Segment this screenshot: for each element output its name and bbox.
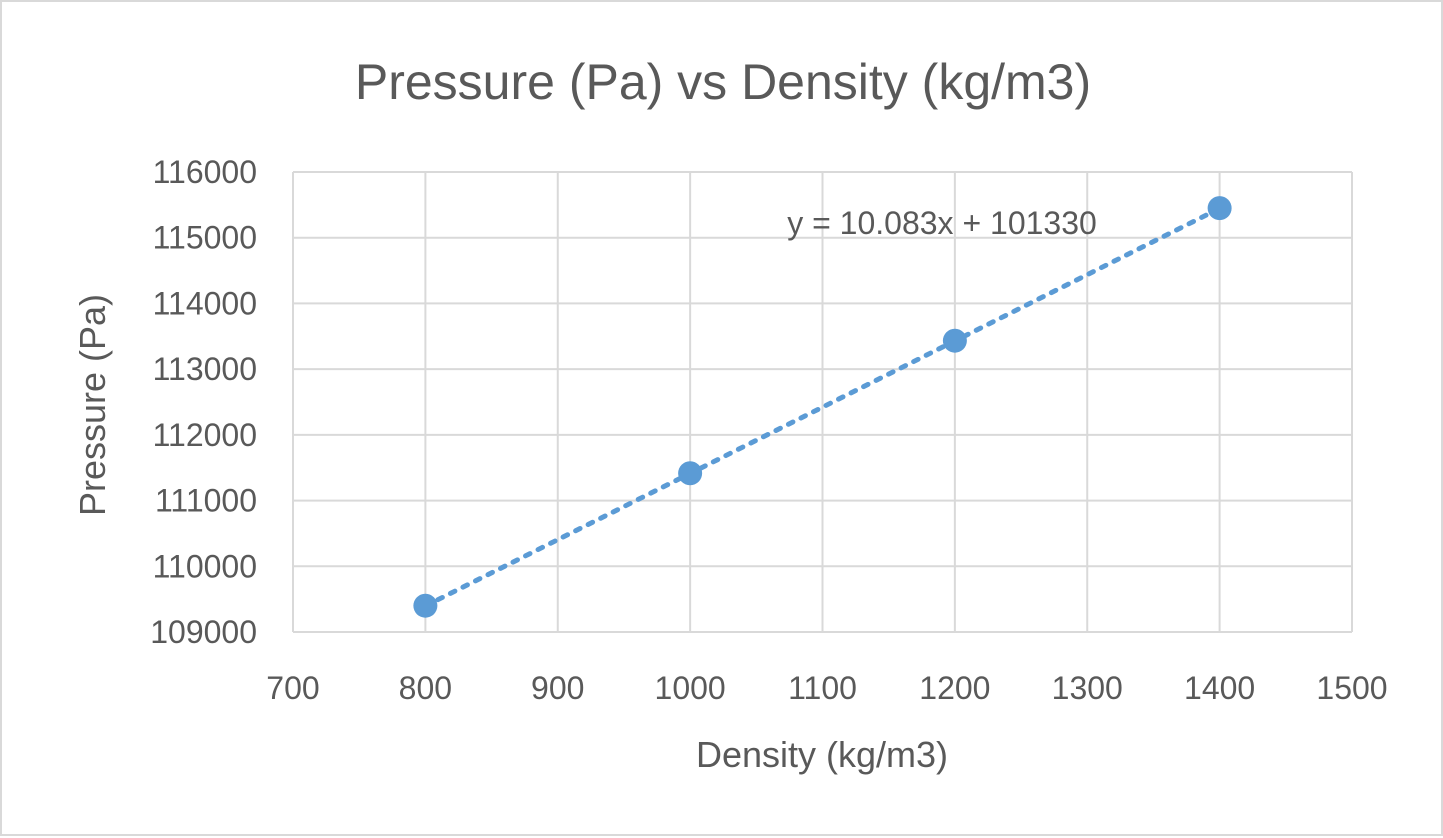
tick-labels: 700 800 900 1000 1100 1200 1300 1400 1500 109000 1…	[150, 154, 1387, 706]
data-point	[942, 328, 967, 353]
trendline-layer	[422, 205, 1223, 609]
y-tick-label: 114000	[153, 285, 257, 321]
x-tick-label: 1000	[655, 670, 726, 706]
x-tick-label: 900	[531, 670, 584, 706]
y-tick-label: 112000	[153, 417, 257, 453]
y-tick-label: 116000	[153, 154, 257, 190]
trendline	[422, 205, 1223, 609]
y-tick-label: 113000	[153, 351, 257, 387]
x-tick-label: 700	[266, 670, 319, 706]
y-tick-label: 110000	[153, 548, 257, 584]
y-axis-title: Pressure (Pa)	[72, 294, 113, 516]
x-tick-label: 1300	[1052, 670, 1123, 706]
x-tick-label: 800	[399, 670, 452, 706]
data-points	[413, 196, 1232, 618]
x-axis-title: Density (kg/m3)	[696, 734, 948, 775]
data-point	[413, 593, 438, 618]
gridlines	[292, 171, 1353, 633]
data-point	[1207, 196, 1232, 221]
x-tick-label: 1500	[1316, 670, 1387, 706]
x-tick-label: 1200	[919, 670, 990, 706]
x-tick-label: 1100	[788, 670, 857, 706]
x-tick-label: 1400	[1184, 670, 1255, 706]
chart-title: Pressure (Pa) vs Density (kg/m3)	[355, 54, 1091, 110]
trendline-equation: y = 10.083x + 101330	[787, 205, 1097, 241]
y-tick-label: 109000	[150, 614, 257, 650]
y-tick-label: 115000	[153, 220, 257, 256]
y-tick-label: 111000	[155, 483, 257, 519]
data-point	[678, 461, 703, 486]
